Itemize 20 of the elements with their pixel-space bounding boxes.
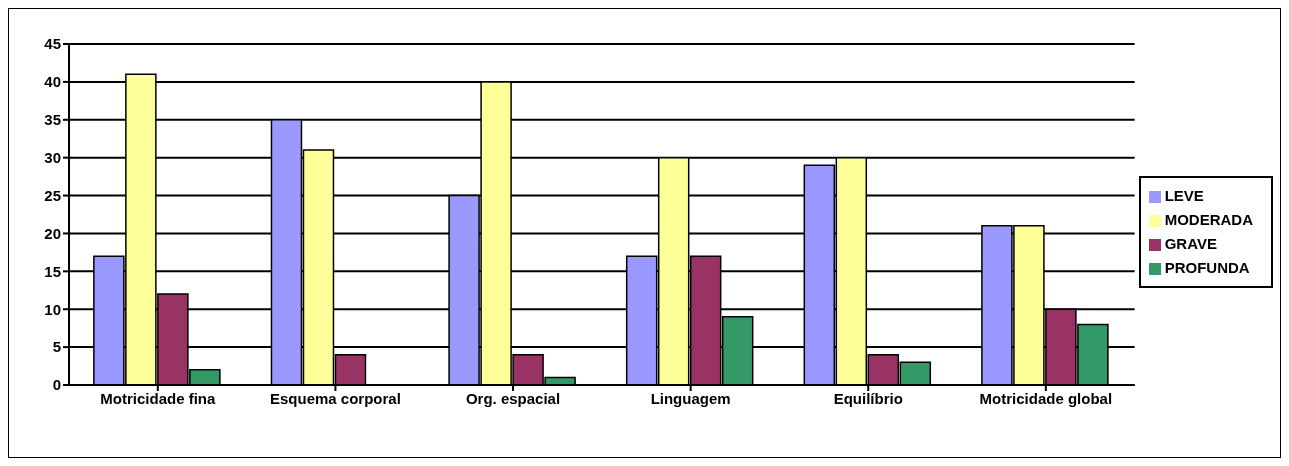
legend-label: MODERADA (1164, 211, 1253, 228)
y-tick-label: 30 (44, 148, 61, 166)
x-tick-label: Motricidade fina (100, 389, 216, 407)
x-tick-label: Org. espacial (465, 389, 561, 407)
y-tick-label: 5 (52, 338, 61, 356)
legend-label: GRAVE (1164, 235, 1217, 252)
y-tick-label: 15 (44, 262, 61, 280)
y-tick-label: 45 (44, 35, 61, 53)
x-tick-label: Motricidade global (979, 389, 1113, 407)
y-tick-label: 25 (44, 186, 61, 204)
y-tick-label: 35 (44, 111, 61, 129)
x-tick-label: Esquema corporal (269, 389, 401, 407)
y-tick-label: 0 (52, 376, 61, 394)
y-tick-label: 40 (44, 73, 61, 91)
legend-label: LEVE (1164, 187, 1204, 204)
legend-label: PROFUNDA (1164, 259, 1250, 276)
y-tick-label: 20 (44, 224, 61, 242)
x-tick-label: Linguagem (650, 389, 731, 407)
y-tick-label: 10 (44, 300, 61, 318)
x-tick-label: Equilíbrio (833, 389, 903, 407)
